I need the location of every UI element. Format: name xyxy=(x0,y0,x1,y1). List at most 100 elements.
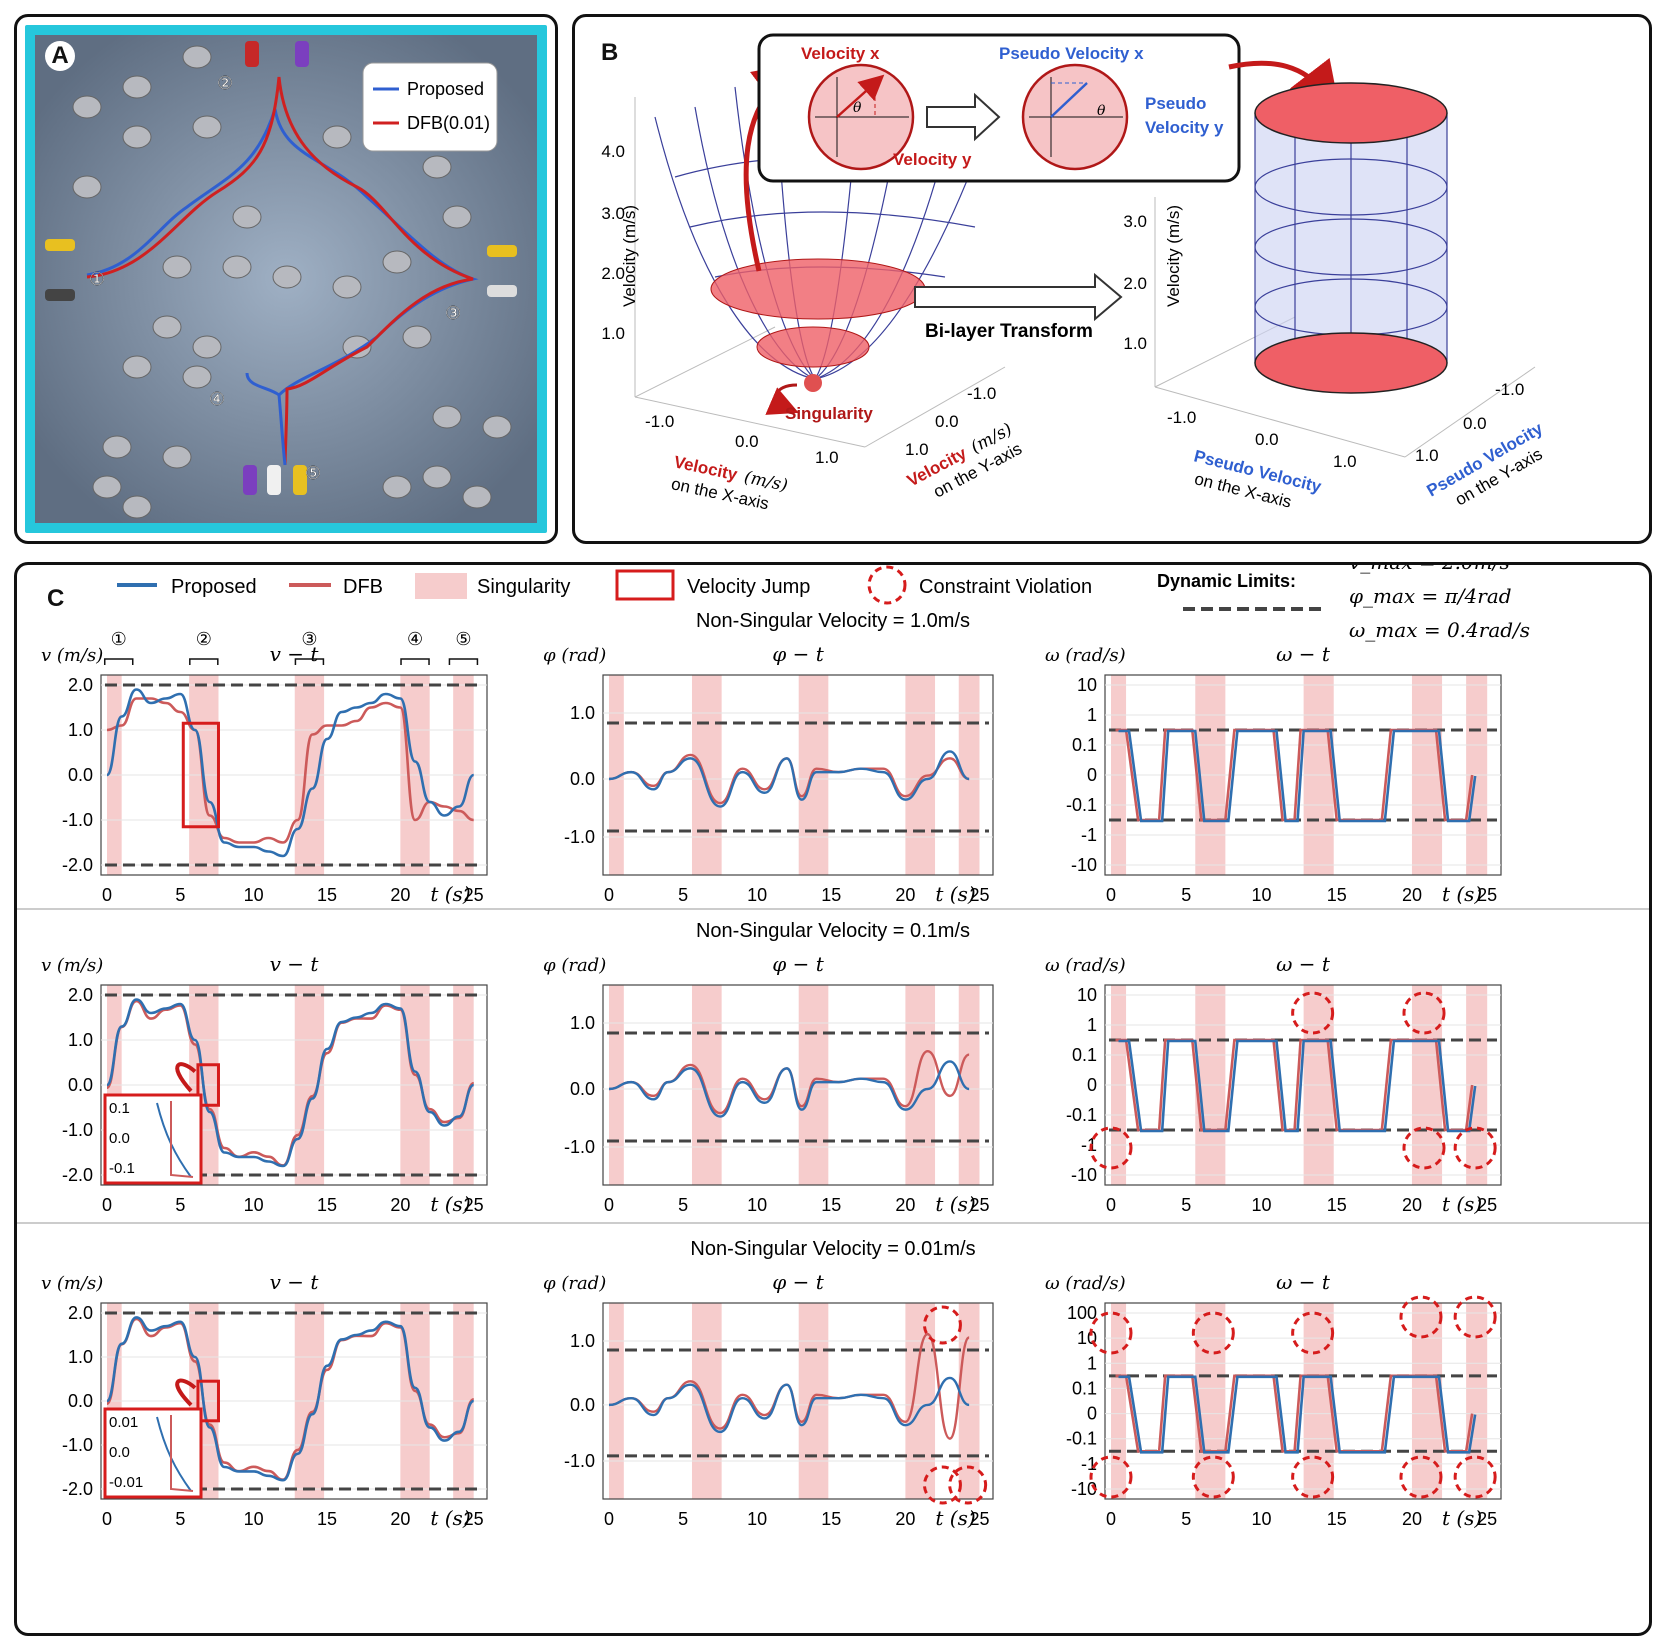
svg-text:1.0: 1.0 xyxy=(1333,452,1357,471)
singularity-band xyxy=(691,675,722,875)
rock-icon xyxy=(162,255,192,279)
subplot-title: ω − t xyxy=(1276,642,1331,666)
x-tick-label: 10 xyxy=(747,1195,767,1215)
x-tick-label: 10 xyxy=(1251,885,1271,905)
marker-2: ② xyxy=(217,73,233,93)
rock-icon xyxy=(272,265,302,289)
y-tick-label: -0.1 xyxy=(1066,1429,1097,1449)
y-tick-label: 0.0 xyxy=(570,769,595,789)
rock-icon xyxy=(432,405,462,429)
singularity-band xyxy=(1111,1303,1127,1499)
proposed-line xyxy=(608,1376,970,1434)
violation-marker xyxy=(1402,1126,1446,1170)
y-tick-label: 100 xyxy=(1067,1303,1097,1323)
car-icon xyxy=(45,239,75,251)
inset-tick-label: 0.1 xyxy=(109,1100,130,1117)
x-tick-label: 25 xyxy=(464,1195,484,1215)
rock-icon xyxy=(182,45,212,69)
car-icon xyxy=(295,41,309,67)
x-tick-label: 0 xyxy=(604,1509,614,1529)
plot-frame xyxy=(602,1302,994,1500)
car-icon xyxy=(243,465,257,495)
x-tick-label: 10 xyxy=(244,1195,264,1215)
legend-dfb: DFB(0.01) xyxy=(407,113,490,133)
row-title: Non-Singular Velocity = 0.01m/s xyxy=(690,1238,975,1260)
panel-a: ① ② ③ ④ ⑤ Proposed DFB(0.01) A xyxy=(14,14,558,544)
svg-text:0.0: 0.0 xyxy=(1463,414,1487,433)
svg-text:Velocity y: Velocity y xyxy=(1145,118,1224,137)
marker-3: ③ xyxy=(445,303,461,323)
proposed-line xyxy=(105,1316,475,1482)
stage-marker: ⑤ xyxy=(455,629,471,649)
marker-5: ⑤ xyxy=(305,463,321,483)
singularity-band xyxy=(609,1303,624,1499)
violation-marker xyxy=(1399,1295,1443,1339)
subplot-title: ω − t xyxy=(1276,952,1331,976)
y-axis-label: φ (rad) xyxy=(543,645,606,666)
subplot-omega: ω − tω (rad/s)0 5 10 15 20 25t (s)1001010.10-… xyxy=(1045,1270,1502,1530)
legend-singularity: Singularity xyxy=(477,576,570,598)
subplot-title: v − t xyxy=(270,952,320,976)
plot-frame xyxy=(602,674,994,876)
panel-c: C Proposed DFB Singularity Velocity Jump… xyxy=(14,550,1652,1636)
x-tick-label: 20 xyxy=(1402,1195,1422,1215)
x-tick-label: 10 xyxy=(1251,1509,1271,1529)
violation-marker xyxy=(1399,1455,1443,1499)
y-tick-label: -1 xyxy=(1081,1454,1097,1474)
panel-a-label: A xyxy=(45,41,75,71)
y-tick-label: -0.1 xyxy=(1066,1105,1097,1125)
y-axis-label: v (m/s) xyxy=(41,955,103,976)
legend-dynamic-limits: Dynamic Limits: xyxy=(1157,571,1296,591)
singularity-band xyxy=(691,1303,722,1499)
y-tick-label: -1.0 xyxy=(62,810,93,830)
inset-vy: Velocity y xyxy=(893,150,972,169)
x-tick-label: 5 xyxy=(175,885,185,905)
x-tick-label: 20 xyxy=(895,1195,915,1215)
svg-text:Pseudo: Pseudo xyxy=(1145,94,1206,113)
x-axis-label: t (s) xyxy=(935,1192,975,1216)
x-axis-label: t (s) xyxy=(430,1192,470,1216)
rock-icon xyxy=(92,475,122,499)
rock-icon xyxy=(342,335,372,359)
y-tick-label: 2.0 xyxy=(68,1303,93,1323)
car-icon xyxy=(487,245,517,257)
x-tick-label: 0 xyxy=(604,1195,614,1215)
x-tick-label: 15 xyxy=(317,885,337,905)
y-tick-label: 2.0 xyxy=(68,675,93,695)
violation-marker xyxy=(1453,1295,1497,1339)
stage-marker: ③ xyxy=(301,629,317,649)
y-tick-label: 1.0 xyxy=(68,720,93,740)
panel-c-charts: Proposed DFB Singularity Velocity Jump C… xyxy=(17,550,1649,1530)
marker-1: ① xyxy=(89,269,105,289)
violation-marker xyxy=(1453,1126,1497,1170)
stage-marker: ② xyxy=(196,629,212,649)
subplot-phi: φ − t φ (rad) 0 5 10 15 20 25t (s) 1.0 0.0 -1.0 xyxy=(543,642,994,906)
subplot-title: ω − t xyxy=(1276,1270,1331,1294)
inset-tick-label: 0.01 xyxy=(109,1414,138,1431)
singularity-label: Singularity xyxy=(785,404,873,423)
y-tick-label: 0.0 xyxy=(68,1391,93,1411)
singularity-band xyxy=(609,675,624,875)
x-tick-label: 15 xyxy=(821,885,841,905)
x-tick-label: 5 xyxy=(678,885,688,905)
x-tick-label: 20 xyxy=(390,1509,410,1529)
x-tick-label: 10 xyxy=(747,885,767,905)
y-tick-label: 1 xyxy=(1087,1353,1097,1373)
y-axis-label: ω (rad/s) xyxy=(1045,955,1126,976)
x-tick-label: 5 xyxy=(678,1509,688,1529)
svg-text:3.0: 3.0 xyxy=(1123,212,1147,231)
x-tick-label: 0 xyxy=(102,885,112,905)
legend-constraint-violation: Constraint Violation xyxy=(919,576,1092,598)
subplot-phi: φ − t φ (rad) 0 5 10 15 20 25t (s) 1.0 0.0 -1.0 xyxy=(543,1270,994,1530)
y-tick-label: -1.0 xyxy=(564,1451,595,1471)
y-tick-label: 1.0 xyxy=(68,1347,93,1367)
y-tick-label: -10 xyxy=(1071,855,1097,875)
rock-icon xyxy=(122,75,152,99)
limit-phi: φ_max = π/4rad xyxy=(1349,584,1512,608)
scenario-map: ① ② ③ ④ ⑤ Proposed DFB(0.01) xyxy=(25,25,547,533)
y-tick-label: -1 xyxy=(1081,825,1097,845)
y-tick-label: 1.0 xyxy=(570,703,595,723)
bilayer-arrow xyxy=(914,272,1123,322)
x-tick-label: 25 xyxy=(969,885,989,905)
limit-v: v_max = 2.0m/s xyxy=(1349,565,1510,574)
